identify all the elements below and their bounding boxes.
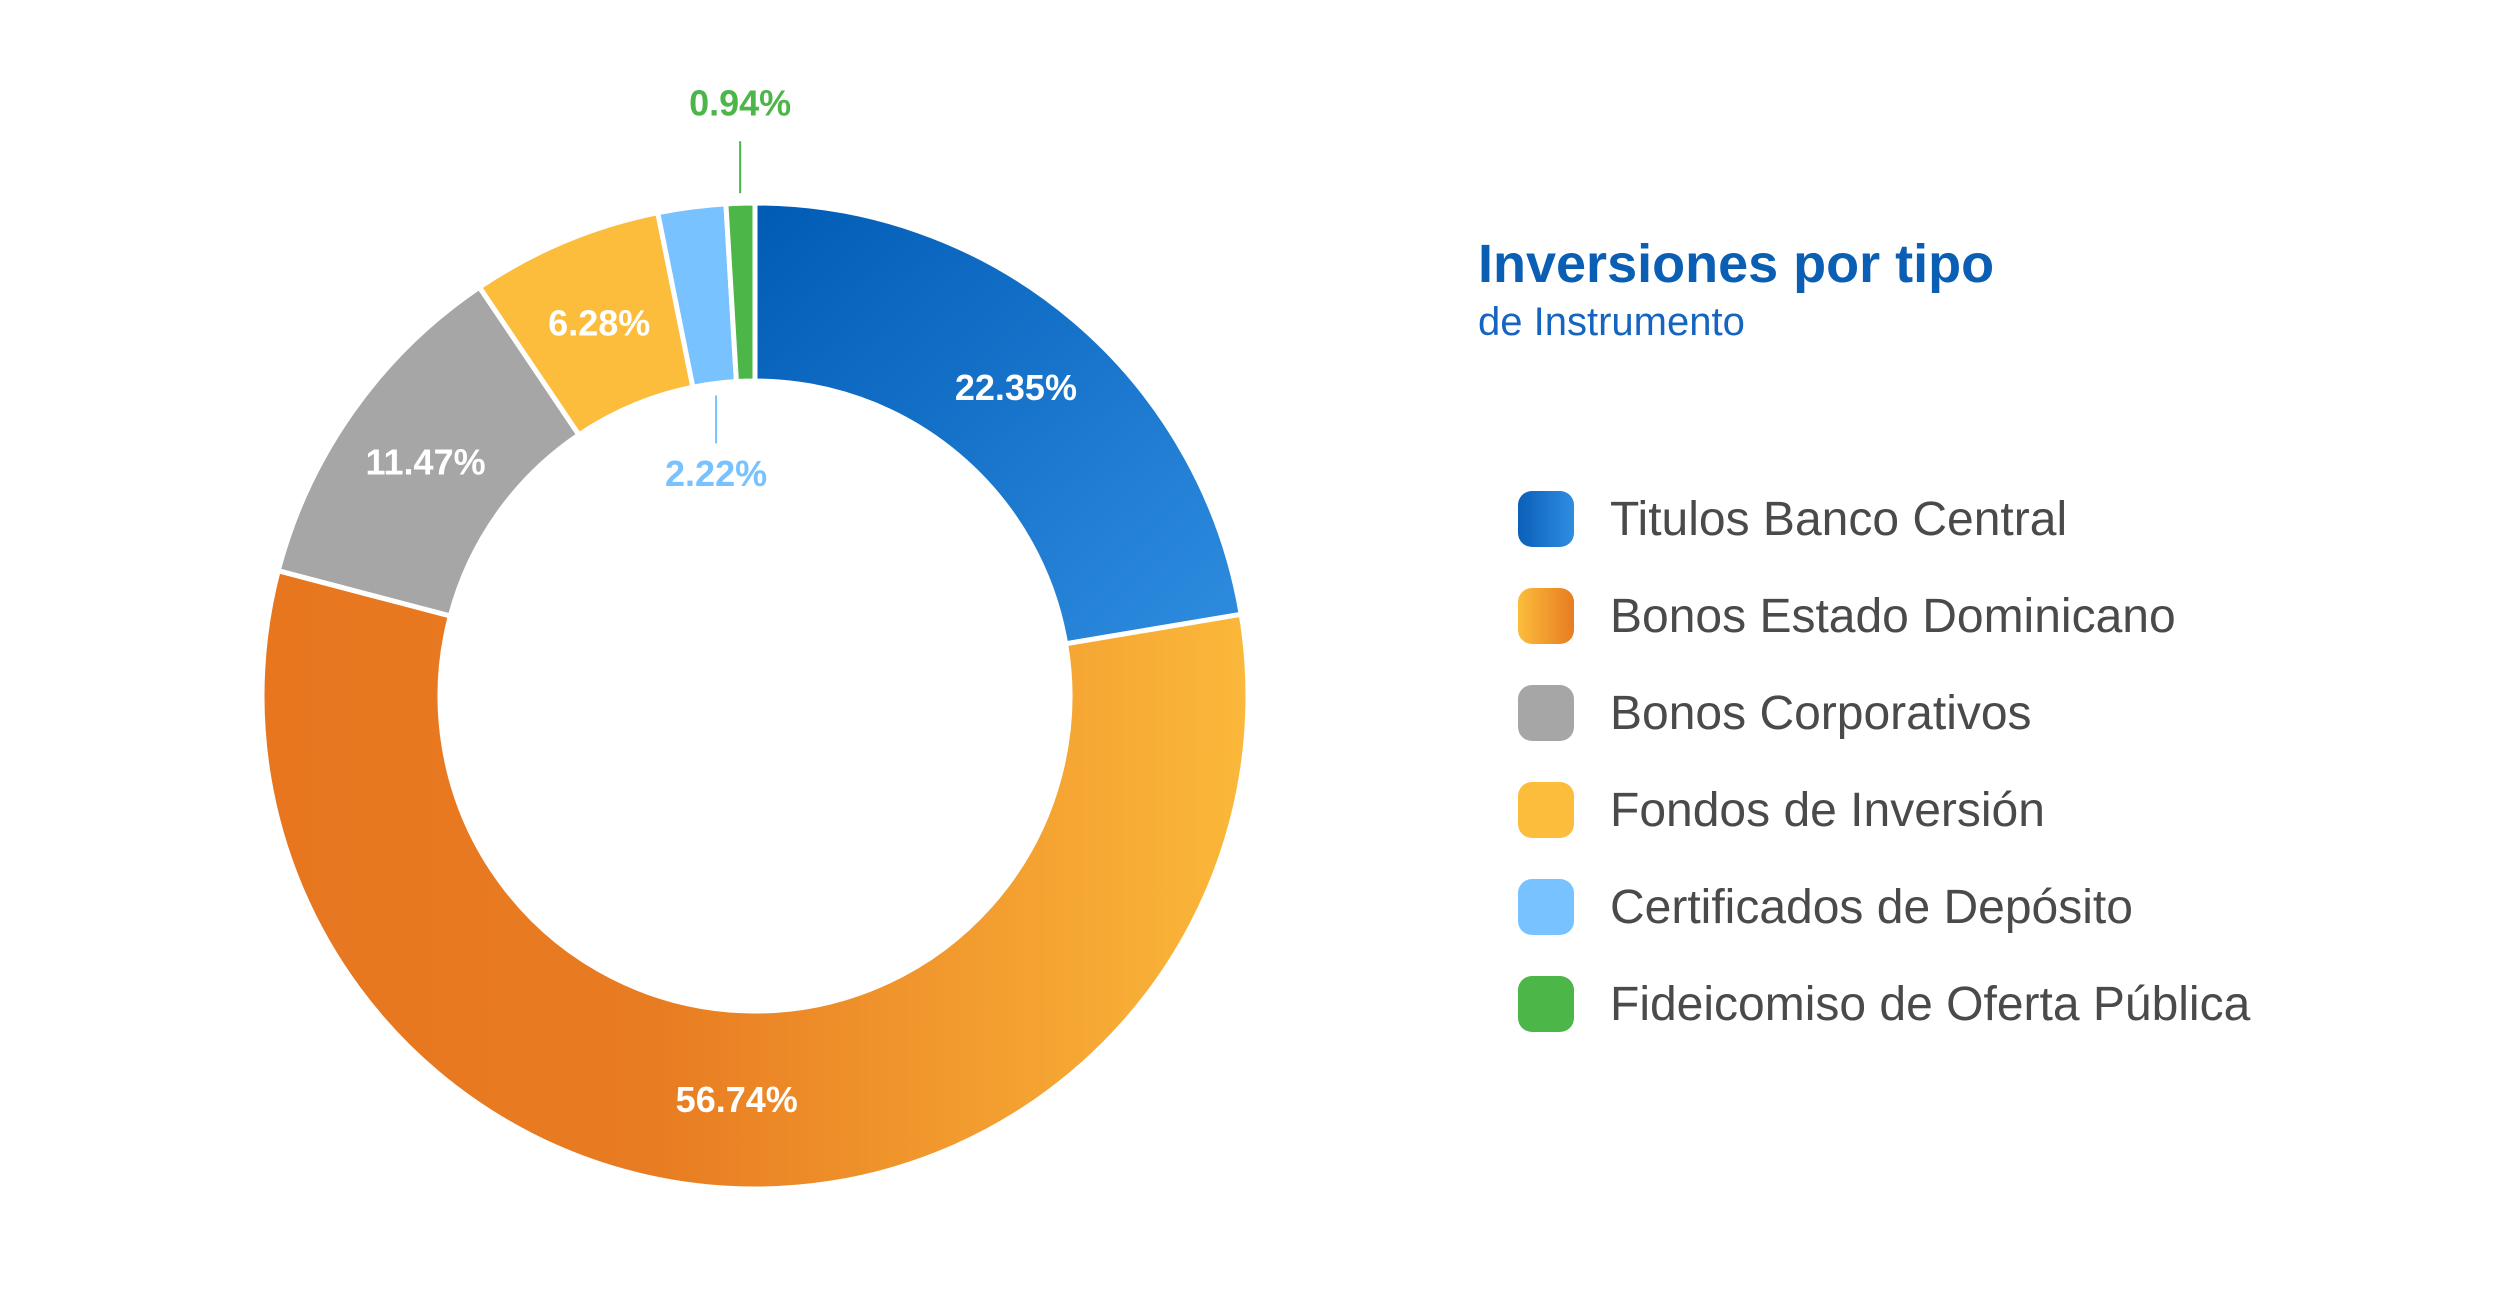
legend-swatch <box>1518 782 1574 838</box>
slice-value-label-bonos-estado-dominicano: 56.74% <box>676 1079 798 1120</box>
legend-label: Bonos Corporativos <box>1610 686 2032 740</box>
legend-swatch <box>1518 879 1574 935</box>
donut-slices <box>259 200 1251 1192</box>
legend-label: Certificados de Depósito <box>1610 880 2133 934</box>
legend-label: Bonos Estado Dominicano <box>1610 589 2176 643</box>
legend-swatch <box>1518 491 1574 547</box>
legend-label: Fondos de Inversión <box>1610 783 2045 837</box>
chart-subtitle: de Instrumento <box>1478 300 1745 344</box>
legend-swatch <box>1518 588 1574 644</box>
donut-slice-bonos-estado-dominicano <box>259 568 1251 1192</box>
slice-value-label-bonos-corporativos: 11.47% <box>366 442 486 483</box>
donut-slice-titulos-banco-central <box>752 200 1244 647</box>
slice-labels: 22.35% 56.74% 11.47% 6.28% 2.22% 0.94% <box>366 83 1077 1120</box>
leader-lines <box>715 141 742 444</box>
donut-chart: 22.35% 56.74% 11.47% 6.28% 2.22% 0.94% <box>259 82 1251 1192</box>
legend-item-titulos-banco-central: Titulos Banco Central <box>1518 486 2067 552</box>
slice-value-label-fondos-de-inversion: 6.28% <box>548 303 650 344</box>
slice-value-label-fideicomiso-de-oferta-publica: 0.94% <box>689 83 791 124</box>
legend-item-bonos-corporativos: Bonos Corporativos <box>1518 680 2032 746</box>
donut-slice-fideicomiso-de-oferta-publica <box>723 200 758 385</box>
slice-value-label-titulos-banco-central: 22.35% <box>955 367 1077 408</box>
legend-item-fideicomiso-de-oferta-publica: Fideicomiso de Oferta Pública <box>1518 971 2250 1037</box>
legend-swatch <box>1518 685 1574 741</box>
legend-item-fondos-de-inversion: Fondos de Inversión <box>1518 777 2045 843</box>
legend-item-certificados-de-deposito: Certificados de Depósito <box>1518 874 2133 940</box>
legend-swatch <box>1518 976 1574 1032</box>
title-block: Inversiones por tipo de Instrumento <box>1478 232 1994 348</box>
legend-label: Titulos Banco Central <box>1610 492 2068 546</box>
slice-value-label-certificados-de-deposito: 2.22% <box>665 453 767 494</box>
legend-item-bonos-estado-dominicano: Bonos Estado Dominicano <box>1518 583 2176 649</box>
chart-title: Inversiones por tipo <box>1478 234 1995 294</box>
legend-label: Fideicomiso de Oferta Pública <box>1610 977 2251 1031</box>
